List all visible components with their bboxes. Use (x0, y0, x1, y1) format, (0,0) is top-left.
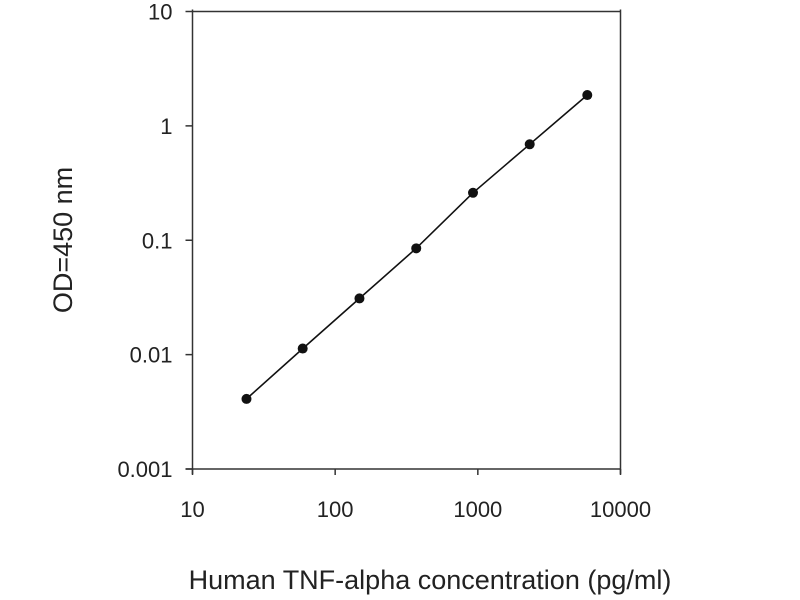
y-axis: 0.001 0.01 0.1 1 10 (117, 0, 193, 482)
data-point (241, 393, 252, 404)
x-tick-label: 100 (317, 497, 354, 522)
data-point (468, 187, 479, 198)
x-tick-label: 1000 (453, 497, 502, 522)
y-tick-label: 0.001 (117, 457, 172, 482)
x-axis: 10 100 1000 10000 (180, 469, 651, 522)
y-axis-label: OD=450 nm (48, 167, 78, 313)
data-point (297, 343, 308, 354)
x-tick-label: 10000 (590, 497, 651, 522)
data-point (354, 293, 365, 304)
y-tick-label: 10 (148, 0, 172, 25)
y-tick-label: 1 (160, 114, 172, 139)
data-point (411, 243, 422, 254)
x-axis-label: Human TNF-alpha concentration (pg/ml) (189, 565, 672, 595)
series (241, 90, 593, 404)
y-tick-label: 0.1 (142, 228, 173, 253)
x-tick-label: 10 (180, 497, 204, 522)
data-point (524, 139, 535, 150)
data-point (582, 90, 593, 101)
plot-frame (185, 9, 622, 474)
y-tick-label: 0.01 (130, 343, 173, 368)
